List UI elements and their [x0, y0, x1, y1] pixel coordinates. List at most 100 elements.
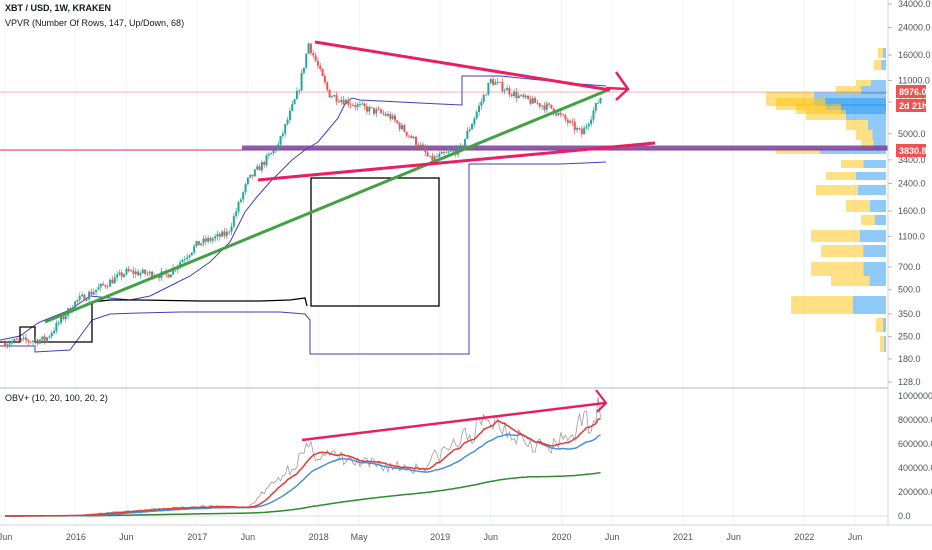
volume-profile-down-bar — [811, 262, 864, 276]
volume-profile-down-bar — [878, 48, 883, 58]
lower-trendline[interactable] — [257, 141, 656, 182]
volume-profile-down-bar — [874, 60, 882, 70]
candle-body — [545, 103, 548, 110]
candle-body — [386, 113, 389, 116]
candle-body — [277, 144, 280, 151]
level-badge: 3830.8 — [899, 146, 927, 156]
candle-body — [468, 129, 471, 131]
candle-body — [522, 94, 525, 98]
candle-body — [372, 107, 375, 114]
candle-body — [144, 269, 147, 274]
time-tick-label: 2016 — [66, 532, 86, 542]
obv-axis[interactable]: 1000000.0 800000.0 600000.0 400000.0 200000.… — [898, 391, 932, 521]
volume-profile-down-bar — [856, 80, 871, 86]
candle-body — [475, 111, 478, 119]
candle-body — [274, 150, 277, 151]
volume-profile-up-bar — [852, 296, 886, 314]
candle-body — [356, 104, 359, 107]
candle-body — [169, 274, 172, 278]
candle-body — [587, 123, 590, 127]
range-box[interactable] — [310, 177, 440, 307]
candle-body — [349, 104, 352, 106]
candle-body — [321, 68, 324, 77]
candle-body — [384, 113, 387, 116]
time-tick-label: 2022 — [794, 532, 814, 542]
candle-body — [351, 104, 354, 106]
candle-body — [398, 123, 401, 130]
candle-body — [580, 128, 583, 135]
support-trendline[interactable] — [44, 88, 609, 324]
candle-body — [419, 144, 422, 147]
candle-body — [396, 120, 399, 124]
candle-body — [78, 296, 81, 300]
time-tick-label: Jun — [848, 532, 863, 542]
price-tick-label: 250.0 — [898, 332, 921, 342]
candle-body — [29, 341, 32, 343]
candle-body — [583, 127, 586, 135]
candle-body — [592, 110, 595, 120]
volume-profile-up-bar — [883, 318, 886, 332]
candle-body — [564, 115, 567, 120]
candle-body — [536, 102, 539, 104]
candle-body — [113, 277, 116, 284]
candle-body — [43, 336, 46, 341]
candle-body — [438, 154, 441, 158]
candle-body — [424, 147, 427, 153]
candle-body — [267, 154, 270, 156]
time-tick-label: 2021 — [673, 532, 693, 542]
candle-body — [305, 53, 308, 68]
channel-lower-line — [0, 161, 607, 355]
candle-body — [489, 79, 492, 83]
candle-body — [64, 315, 67, 320]
candle-body — [513, 91, 516, 96]
resistance-trendline[interactable] — [314, 40, 611, 92]
price-tick-label: 24000.0 — [898, 23, 931, 33]
candle-body — [340, 99, 343, 102]
vertical-gridlines — [4, 0, 856, 525]
candle-body — [209, 237, 212, 241]
candle-body — [237, 202, 240, 212]
candle-body — [569, 121, 572, 123]
volume-profile-down-bar — [876, 318, 883, 332]
price-axis[interactable]: 34000.024000.016000.011000.08000.05000.0… — [888, 0, 931, 387]
candle-body — [134, 271, 137, 275]
candle-body — [286, 120, 289, 125]
time-tick-label: May — [351, 532, 369, 542]
candle-body — [167, 274, 170, 278]
volume-profile-up-bar — [868, 120, 886, 130]
candle-body — [412, 136, 415, 139]
candle-body — [258, 166, 261, 171]
volume-profile-up-bar — [820, 150, 886, 154]
candle-body — [34, 339, 37, 341]
candle-body — [482, 95, 485, 102]
time-tick-label: Jun — [119, 532, 134, 542]
volume-profile-down-bar — [846, 120, 868, 130]
candle-body — [585, 126, 588, 128]
candle-body — [531, 97, 534, 104]
candle-body — [573, 122, 576, 131]
price-tick-label: 2400.0 — [898, 179, 926, 189]
time-axis[interactable]: Jun 2016 Jun 2017 Jun 2018 May 2019 Jun 2020 Jun 20… — [0, 532, 862, 542]
last-price-badge-bg — [896, 85, 926, 98]
candle-body — [76, 299, 79, 302]
candle-body — [53, 330, 56, 334]
volume-profile-up-bar — [873, 140, 886, 150]
candle-body — [214, 236, 217, 239]
price-tick-label: 128.0 — [898, 377, 921, 387]
obv-arrowhead — [595, 390, 608, 413]
volume-profile-down-bar — [791, 296, 853, 314]
price-tick-label: 1100.0 — [898, 231, 925, 241]
obv-trendline[interactable] — [301, 401, 606, 442]
candle-body — [314, 55, 317, 61]
time-tick-label: Jun — [605, 532, 620, 542]
candle-body — [410, 136, 413, 139]
candle-body — [279, 136, 282, 145]
candle-body — [125, 268, 128, 275]
volume-profile-down-bar — [831, 276, 870, 286]
candle-body — [148, 271, 151, 274]
volume-profile-up-bar — [856, 172, 886, 180]
candle-body — [235, 211, 238, 217]
candle-body — [499, 81, 502, 83]
price-tick-label: 5000.0 — [898, 129, 926, 139]
